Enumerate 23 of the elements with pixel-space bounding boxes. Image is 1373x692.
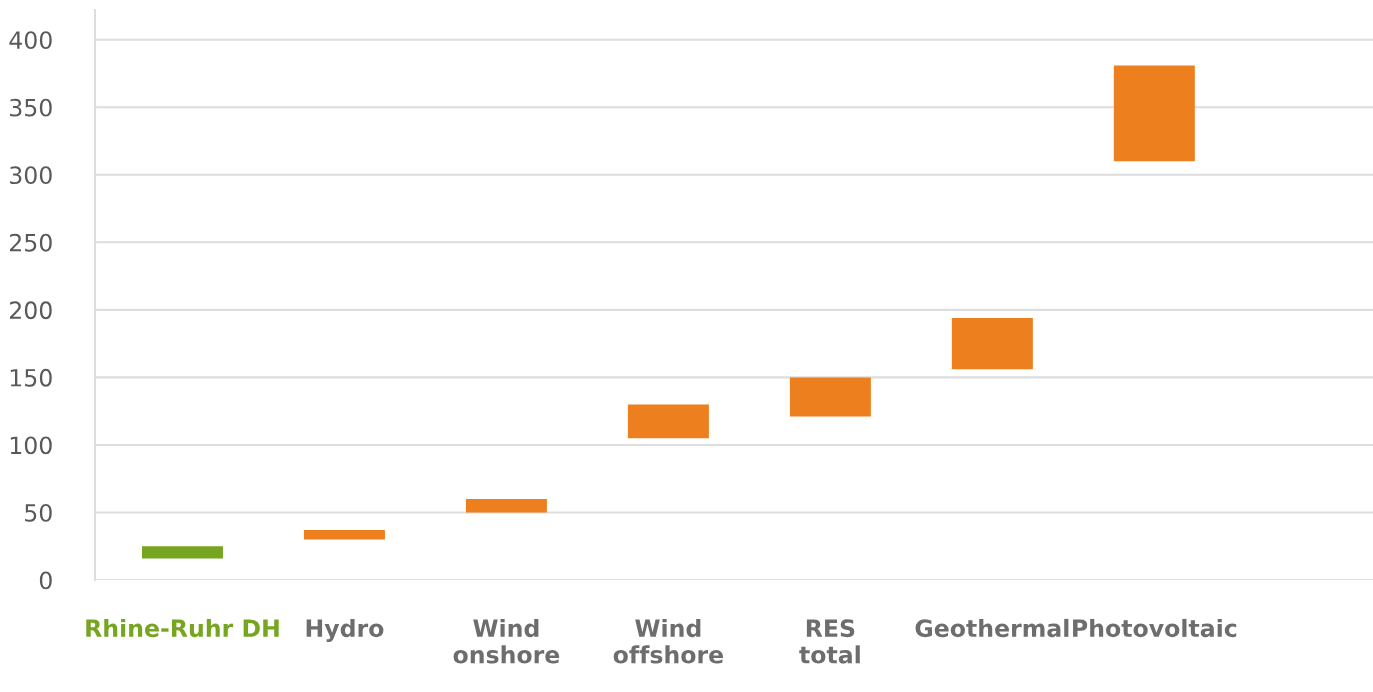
bar xyxy=(627,404,709,439)
bar xyxy=(141,546,223,559)
x-tick-label: Rhine-Ruhr DH xyxy=(86,618,279,638)
bar xyxy=(465,498,547,513)
y-tick-label: 200 xyxy=(10,301,52,320)
x-tick-label: Geothermal xyxy=(915,618,1069,638)
x-tick-label: RES total xyxy=(799,619,860,664)
x-tick-label: Photovoltaic xyxy=(1073,618,1237,638)
x-tick-label: Hydro xyxy=(306,618,384,642)
bar xyxy=(303,530,385,540)
bar xyxy=(951,317,1033,370)
y-tick-label: 50 xyxy=(25,503,52,522)
x-tick-label: Wind offshore xyxy=(613,618,724,664)
y-tick-label: 250 xyxy=(10,233,52,252)
y-tick-label: 150 xyxy=(10,368,52,387)
y-tick-label: 400 xyxy=(9,31,52,50)
y-tick-label: 300 xyxy=(10,166,52,185)
bar xyxy=(789,377,871,417)
x-tick-label: Wind onshore xyxy=(453,618,560,664)
y-tick-label: 100 xyxy=(10,436,52,455)
bar xyxy=(1113,65,1195,162)
y-tick-label: 0 xyxy=(39,571,52,590)
y-tick-label: 350 xyxy=(10,98,52,117)
